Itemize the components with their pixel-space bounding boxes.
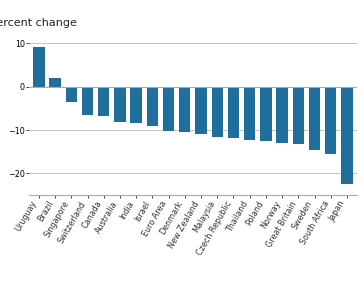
- Bar: [309, 87, 320, 150]
- Bar: [293, 87, 304, 144]
- Bar: [260, 87, 272, 141]
- Bar: [276, 87, 288, 143]
- Bar: [33, 46, 44, 87]
- Bar: [341, 87, 353, 184]
- Bar: [179, 87, 190, 132]
- Bar: [147, 87, 158, 126]
- Bar: [228, 87, 239, 138]
- Bar: [130, 87, 142, 123]
- Bar: [211, 87, 223, 137]
- Bar: [82, 87, 93, 115]
- Bar: [66, 87, 77, 102]
- Bar: [98, 87, 110, 116]
- Bar: [195, 87, 207, 134]
- Bar: [114, 87, 126, 122]
- Bar: [50, 78, 61, 87]
- Bar: [163, 87, 174, 131]
- Bar: [325, 87, 336, 154]
- Bar: [244, 87, 256, 139]
- Text: Percent change: Percent change: [0, 18, 77, 28]
